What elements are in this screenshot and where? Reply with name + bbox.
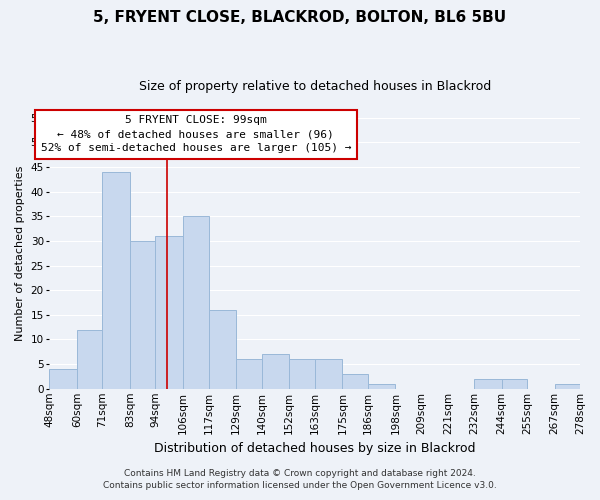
X-axis label: Distribution of detached houses by size in Blackrod: Distribution of detached houses by size … bbox=[154, 442, 475, 455]
Bar bbox=[289, 359, 314, 389]
Text: 5, FRYENT CLOSE, BLACKROD, BOLTON, BL6 5BU: 5, FRYENT CLOSE, BLACKROD, BOLTON, BL6 5… bbox=[94, 10, 506, 25]
Bar bbox=[77, 330, 103, 389]
Title: Size of property relative to detached houses in Blackrod: Size of property relative to detached ho… bbox=[139, 80, 491, 93]
Y-axis label: Number of detached properties: Number of detached properties bbox=[15, 166, 25, 341]
Bar bbox=[262, 354, 289, 389]
Bar bbox=[209, 310, 236, 389]
Bar bbox=[314, 359, 343, 389]
Bar bbox=[103, 172, 130, 389]
Bar bbox=[502, 379, 527, 389]
Bar bbox=[368, 384, 395, 389]
Bar bbox=[474, 379, 502, 389]
Bar bbox=[554, 384, 580, 389]
Bar bbox=[183, 216, 209, 389]
Bar bbox=[49, 369, 77, 389]
Text: 5 FRYENT CLOSE: 99sqm
← 48% of detached houses are smaller (96)
52% of semi-deta: 5 FRYENT CLOSE: 99sqm ← 48% of detached … bbox=[41, 116, 351, 154]
Bar bbox=[236, 359, 262, 389]
Bar bbox=[155, 236, 183, 389]
Bar bbox=[130, 241, 155, 389]
Text: Contains HM Land Registry data © Crown copyright and database right 2024.
Contai: Contains HM Land Registry data © Crown c… bbox=[103, 468, 497, 490]
Bar bbox=[343, 374, 368, 389]
